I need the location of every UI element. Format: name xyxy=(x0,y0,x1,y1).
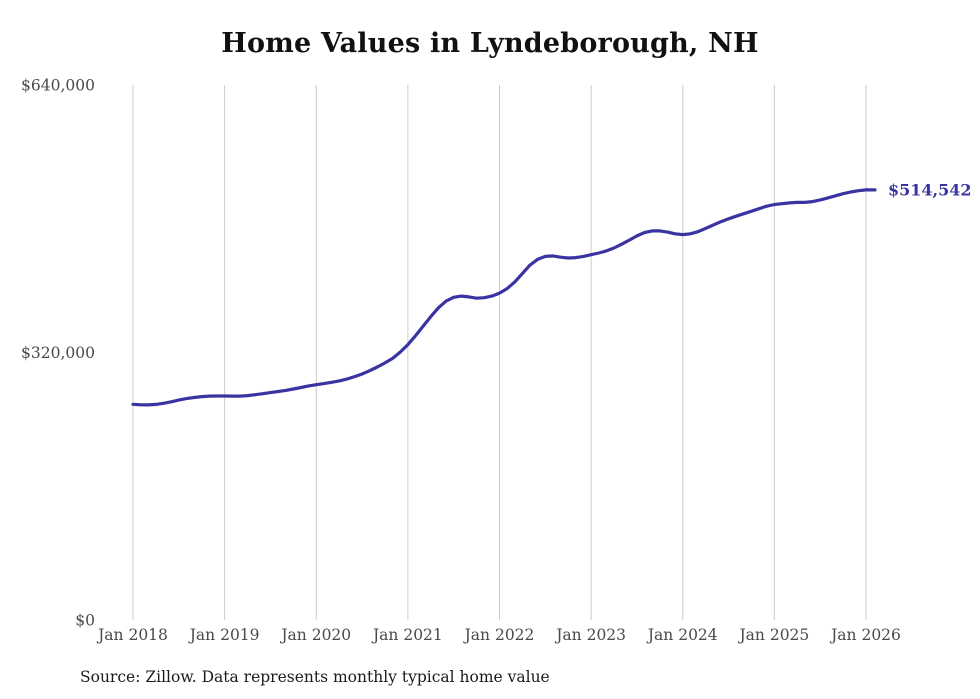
y-tick-label: $0 xyxy=(75,612,95,630)
y-tick-label: $320,000 xyxy=(21,344,95,362)
chart-title: Home Values in Lyndeborough, NH xyxy=(221,28,759,59)
x-axis-labels: Jan 2018 Jan 2019 Jan 2020 Jan 2021 Jan 2022… xyxy=(96,626,901,644)
x-tick-label: Jan 2021 xyxy=(371,626,443,644)
source-note: Source: Zillow. Data represents monthly … xyxy=(80,668,550,686)
x-tick-label: Jan 2019 xyxy=(188,626,260,644)
x-tick-label: Jan 2025 xyxy=(737,626,809,644)
x-tick-label: Jan 2023 xyxy=(554,626,626,644)
x-tick-label: Jan 2024 xyxy=(646,626,718,644)
gridlines xyxy=(132,85,867,620)
y-axis-labels: $0 $320,000 $640,000 xyxy=(21,77,95,630)
value-line-series xyxy=(131,188,868,407)
y-tick-label: $640,000 xyxy=(21,77,95,95)
x-tick-label: Jan 2026 xyxy=(829,626,901,644)
x-tick-label: Jan 2018 xyxy=(96,626,168,644)
x-tick-label: Jan 2020 xyxy=(279,626,351,644)
end-value-label: $514,542 xyxy=(888,180,972,199)
x-tick-label: Jan 2022 xyxy=(463,626,535,644)
